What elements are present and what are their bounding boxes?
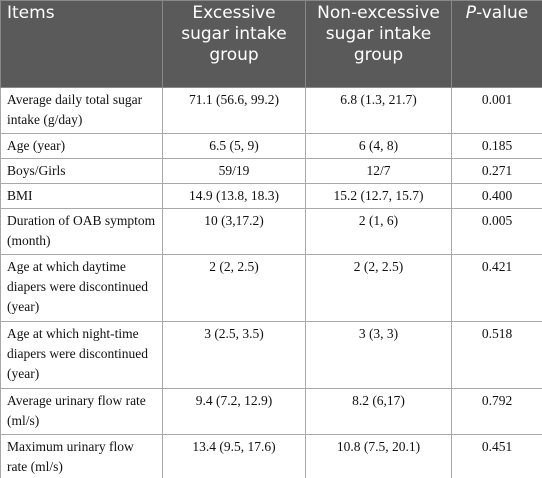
table-row: Boys/Girls 59/19 12/7 0.271 bbox=[0, 158, 542, 184]
header-text: -value bbox=[476, 3, 529, 23]
cell: 0.271 bbox=[451, 158, 542, 184]
cell: 6.5 (5, 9) bbox=[162, 133, 306, 159]
row-label: BMI bbox=[0, 183, 163, 209]
cell: 0.518 bbox=[451, 321, 542, 389]
header-cell: P-value bbox=[451, 0, 542, 88]
cell: 0.005 bbox=[451, 208, 542, 255]
cell: 6 (4, 8) bbox=[305, 133, 452, 159]
row-label: Duration of OAB symptom (month) bbox=[0, 208, 163, 255]
cell: 0.400 bbox=[451, 183, 542, 209]
header-cell: Items bbox=[0, 0, 163, 88]
table-row: Average urinary flow rate (ml/s) 9.4 (7.2… bbox=[0, 388, 542, 435]
cell: 13.4 (9.5, 17.6) bbox=[162, 434, 306, 478]
cell: 0.451 bbox=[451, 434, 542, 478]
row-label: Average daily total sugar intake (g/day) bbox=[0, 87, 163, 134]
header-row: Items Excessive sugar intake group Non-e… bbox=[0, 0, 542, 88]
table-row: Average daily total sugar intake (g/day)… bbox=[0, 87, 542, 134]
cell: 14.9 (13.8, 18.3) bbox=[162, 183, 306, 209]
cell: 0.792 bbox=[451, 388, 542, 435]
cell: 6.8 (1.3, 21.7) bbox=[305, 87, 452, 134]
cell: 59/19 bbox=[162, 158, 306, 184]
row-label: Age (year) bbox=[0, 133, 163, 159]
header-cell: Non-excessive sugar intake group bbox=[305, 0, 452, 88]
table-row: Age at which daytime diapers were discon… bbox=[0, 254, 542, 322]
row-label: Average urinary flow rate (ml/s) bbox=[0, 388, 163, 435]
cell: 10.8 (7.5, 20.1) bbox=[305, 434, 452, 478]
table-row: Age at which night-time diapers were dis… bbox=[0, 321, 542, 389]
cell: 2 (2, 2.5) bbox=[162, 254, 306, 322]
cell: 15.2 (12.7, 15.7) bbox=[305, 183, 452, 209]
header-italic: P bbox=[465, 3, 477, 23]
cell: 9.4 (7.2, 12.9) bbox=[162, 388, 306, 435]
cell: 2 (2, 2.5) bbox=[305, 254, 452, 322]
cell: 10 (3,17.2) bbox=[162, 208, 306, 255]
table-row: Duration of OAB symptom (month) 10 (3,17.… bbox=[0, 208, 542, 255]
row-label: Maximum urinary flow rate (ml/s) bbox=[0, 434, 163, 478]
cell: 0.421 bbox=[451, 254, 542, 322]
cell: 2 (1, 6) bbox=[305, 208, 452, 255]
table-row: Age (year) 6.5 (5, 9) 6 (4, 8) 0.185 bbox=[0, 133, 542, 159]
row-label: Age at which daytime diapers were discon… bbox=[0, 254, 163, 322]
row-label: Age at which night-time diapers were dis… bbox=[0, 321, 163, 389]
table-row: Maximum urinary flow rate (ml/s) 13.4 (9.… bbox=[0, 434, 542, 478]
cell: 8.2 (6,17) bbox=[305, 388, 452, 435]
cell: 3 (3, 3) bbox=[305, 321, 452, 389]
row-label: Boys/Girls bbox=[0, 158, 163, 184]
cell: 3 (2.5, 3.5) bbox=[162, 321, 306, 389]
header-cell: Excessive sugar intake group bbox=[162, 0, 306, 88]
table-row: BMI 14.9 (13.8, 18.3) 15.2 (12.7, 15.7) 0.4… bbox=[0, 183, 542, 209]
table-body: Average daily total sugar intake (g/day)… bbox=[0, 87, 542, 478]
cell: 0.185 bbox=[451, 133, 542, 159]
cell: 71.1 (56.6, 99.2) bbox=[162, 87, 306, 134]
cell: 12/7 bbox=[305, 158, 452, 184]
cell: 0.001 bbox=[451, 87, 542, 134]
